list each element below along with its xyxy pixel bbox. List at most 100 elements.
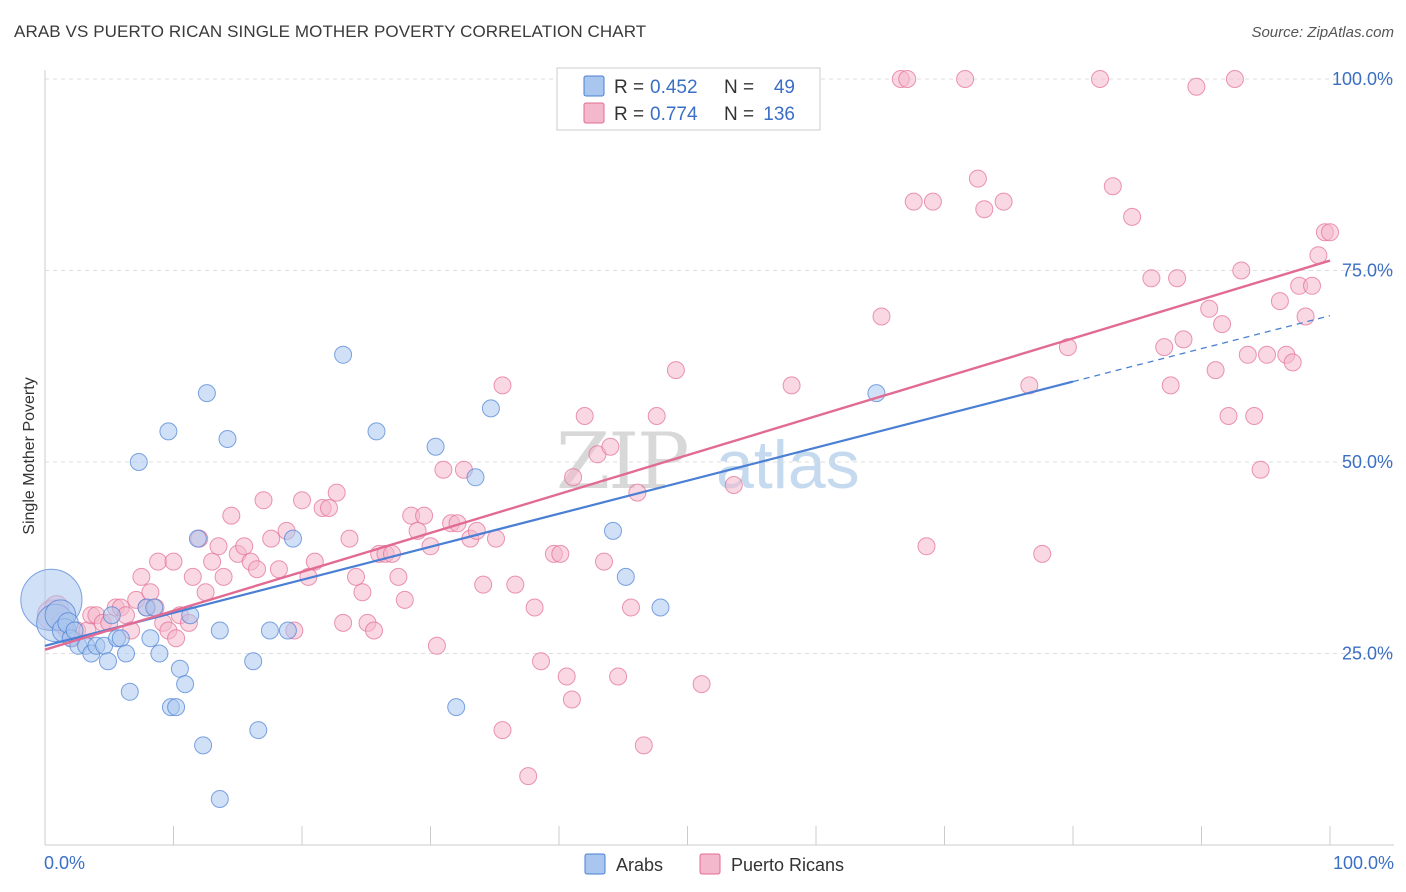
point-puerto-ricans (1238, 345, 1257, 364)
legend-swatch-arabs (583, 75, 605, 97)
point-puerto-ricans (293, 491, 311, 510)
point-puerto-ricans (209, 537, 228, 556)
series-arabs-points (20, 345, 886, 808)
point-puerto-ricans (601, 437, 620, 456)
point-puerto-ricans (383, 544, 401, 563)
chart-title: ARAB VS PUERTO RICAN SINGLE MOTHER POVER… (14, 22, 647, 41)
point-puerto-ricans (340, 529, 359, 548)
point-puerto-ricans (222, 506, 241, 525)
series-legend: Arabs Puerto Ricans (584, 853, 844, 875)
point-arabs (604, 521, 622, 540)
point-arabs (194, 736, 213, 755)
stats-legend: R = 0.452 N = 49 R = 0.774 N = 136 (556, 67, 821, 131)
point-puerto-ricans (1123, 207, 1142, 226)
trend-lines (44, 259, 1331, 651)
point-puerto-ricans (1245, 407, 1264, 425)
y-tick-label: 75.0% (1342, 261, 1393, 281)
point-puerto-ricans (1258, 345, 1276, 364)
point-puerto-ricans (269, 560, 288, 579)
point-puerto-ricans (1213, 315, 1232, 334)
point-arabs (218, 430, 237, 448)
point-puerto-ricans (1174, 330, 1193, 349)
point-puerto-ricans (132, 567, 151, 586)
point-arabs (481, 399, 500, 418)
point-arabs (197, 384, 216, 403)
point-arabs (141, 629, 160, 648)
point-arabs (167, 698, 186, 717)
trend-line-arabs (44, 380, 1074, 647)
point-puerto-ricans (956, 70, 975, 88)
point-puerto-ricans (1103, 177, 1122, 196)
point-puerto-ricans (487, 529, 505, 548)
point-puerto-ricans (1058, 338, 1077, 357)
point-puerto-ricans (415, 506, 434, 525)
legend-r-value-puerto-ricans: 0.774 (650, 104, 698, 125)
point-puerto-ricans (389, 567, 408, 586)
point-puerto-ricans (1161, 376, 1180, 395)
point-puerto-ricans (532, 652, 550, 671)
point-puerto-ricans (975, 200, 994, 219)
point-arabs (651, 598, 670, 617)
point-puerto-ricans (595, 552, 613, 571)
legend-n-value-arabs: 49 (774, 77, 795, 98)
point-puerto-ricans (1303, 276, 1321, 295)
x-ticks (173, 826, 1331, 845)
point-puerto-ricans (1270, 292, 1289, 311)
point-puerto-ricans (609, 667, 628, 686)
point-arabs (111, 629, 130, 648)
point-puerto-ricans (917, 537, 936, 556)
point-puerto-ricans (493, 721, 512, 740)
point-puerto-ricans (1321, 223, 1339, 242)
point-arabs (244, 652, 263, 671)
y-tick-label: 100.0% (1332, 69, 1393, 89)
legend-r-label-puerto-ricans: R = (614, 104, 644, 125)
legend-r-value-arabs: 0.452 (650, 77, 698, 98)
bottom-legend-swatch-arabs (584, 853, 606, 875)
point-arabs (170, 659, 189, 678)
point-arabs (210, 790, 229, 808)
point-arabs (120, 682, 139, 701)
point-puerto-ricans (320, 499, 338, 517)
point-puerto-ricans (1219, 407, 1238, 425)
point-arabs (176, 675, 195, 694)
point-puerto-ricans (724, 476, 743, 494)
point-puerto-ricans (968, 169, 987, 188)
point-arabs (249, 721, 268, 740)
point-puerto-ricans (493, 376, 512, 395)
point-arabs (145, 598, 164, 617)
point-arabs (447, 698, 466, 717)
point-puerto-ricans (1168, 269, 1187, 288)
point-arabs (159, 422, 178, 441)
point-puerto-ricans (1283, 353, 1302, 372)
point-puerto-ricans (214, 567, 233, 586)
x-tick-label-min: 0.0% (44, 853, 85, 873)
point-puerto-ricans (474, 575, 493, 594)
point-arabs (99, 652, 117, 671)
point-arabs (188, 529, 207, 548)
point-arabs (466, 468, 485, 487)
trend-line-puerto-ricans (44, 259, 1331, 651)
point-puerto-ricans (141, 583, 160, 602)
point-puerto-ricans (782, 376, 801, 395)
point-arabs (426, 437, 445, 456)
point-puerto-ricans (1296, 307, 1315, 326)
point-puerto-ricans (1155, 338, 1174, 357)
point-puerto-ricans (262, 529, 281, 548)
point-arabs (117, 644, 135, 663)
point-puerto-ricans (898, 70, 917, 88)
bottom-legend-label-puerto-ricans: Puerto Ricans (731, 855, 844, 875)
point-puerto-ricans (557, 667, 576, 686)
legend-n-label-puerto-ricans: N = (724, 104, 754, 125)
legend-n-label-arabs: N = (724, 77, 754, 98)
point-puerto-ricans (1225, 70, 1244, 88)
y-axis-label: Single Mother Poverty (21, 377, 38, 534)
point-puerto-ricans (248, 560, 266, 579)
y-tick-labels: 25.0% 50.0% 75.0% 100.0% (1332, 69, 1393, 664)
point-puerto-ricans (525, 598, 544, 617)
point-puerto-ricans (434, 460, 453, 479)
point-puerto-ricans (564, 468, 583, 487)
point-puerto-ricans (254, 491, 273, 510)
source-credit: Source: ZipAtlas.com (1251, 24, 1394, 41)
point-puerto-ricans (666, 361, 685, 380)
point-arabs (367, 422, 386, 441)
